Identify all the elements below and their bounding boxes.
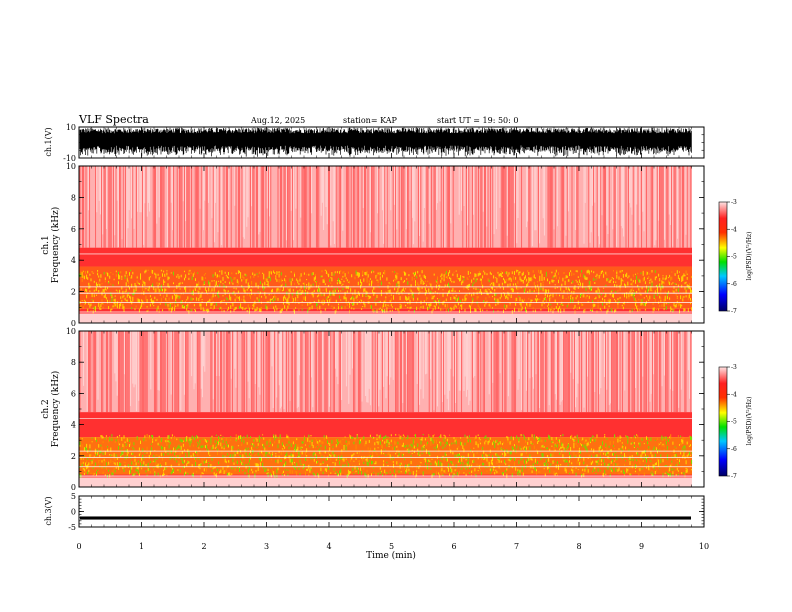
x-tick-label-3: 3 (264, 542, 269, 551)
cb2-tick-label: -4 (731, 391, 737, 398)
cb1-tick-label: -5 (731, 254, 737, 261)
cb2-tick-label: -3 (731, 364, 737, 371)
ch3-wave-ytick-label: 0 (71, 508, 76, 517)
x-tick-label-6: 6 (451, 542, 456, 551)
ch1-colorbar-label: log(PSD)(V²/Hz) (746, 232, 753, 281)
ch1-spectrogram-panel: 0 2 4 6 8 10 (66, 162, 705, 328)
time-axis: 0 1 2 3 4 5 6 7 8 9 10 (76, 542, 709, 551)
p2-ytick-label: 2 (71, 288, 76, 297)
x-tick-label-5: 5 (389, 542, 394, 551)
p3-ytick-label: 10 (66, 327, 76, 336)
ch1-waveform-panel: 10 -10 (63, 123, 705, 163)
x-tick-label-1: 1 (139, 542, 144, 551)
p3-ytick-label: 6 (71, 389, 76, 398)
cb2-tick-label: -7 (731, 473, 737, 480)
ch1-label: ch.1 (41, 235, 51, 254)
station-label: station= KAP (343, 116, 398, 125)
p3-low-strip (79, 477, 692, 487)
x-tick-label-10: 10 (699, 542, 709, 551)
cb1-gradient (718, 201, 728, 312)
p2-low-strip (79, 313, 692, 323)
ch1-wave-ytick-label: -10 (63, 154, 76, 163)
p2-ytick-label: 10 (66, 162, 76, 171)
ch3-wave-ytick-label: -5 (68, 523, 76, 532)
cb1-tick-label: -7 (731, 308, 737, 315)
start-time-label: start UT = 19: 50: 0 (437, 116, 518, 125)
x-tick-label-9: 9 (639, 542, 644, 551)
x-tick-label-4: 4 (326, 542, 331, 551)
ch3-waveform-panel: 5 0 -5 (68, 492, 705, 532)
p3-streaks-red (79, 331, 692, 413)
cb2-tick-label: -6 (731, 446, 737, 453)
p2-band-2 (79, 308, 692, 314)
cb1-tick-label: -6 (731, 281, 737, 288)
ch3-wave-ytick-label: 5 (71, 492, 76, 501)
ch1-wave-ytick-label: 10 (66, 123, 76, 132)
p3-ytick-label: 2 (71, 452, 76, 461)
ch2-colorbar-label: log(PSD)(V²/Hz) (746, 397, 753, 446)
p2-ytick-label: 8 (71, 193, 76, 202)
x-tick-label-7: 7 (514, 542, 519, 551)
cb1-tick-label: -4 (731, 226, 737, 233)
ch2-frequency-label: Frequency (kHz) (50, 371, 61, 448)
ch3-waveform-trace (80, 516, 691, 520)
ch1-waveform-trace (79, 127, 692, 157)
p2-ytick-label: 6 (71, 225, 76, 234)
p2-band-0 (79, 247, 692, 267)
x-tick-label-8: 8 (576, 542, 581, 551)
p2-ytick-label: 4 (71, 256, 76, 265)
p3-ytick-label: 8 (71, 358, 76, 367)
x-axis-label: Time (min) (366, 550, 416, 561)
p3-ytick-label: 0 (71, 483, 76, 492)
cb2-tick-label: -5 (731, 419, 737, 426)
p3-streaks-light (83, 331, 691, 412)
p3-ytick-label: 4 (71, 421, 76, 430)
p2-streaks-red (79, 166, 692, 248)
p2-streaks-light (87, 166, 687, 248)
chart-title: VLF Spectra (78, 113, 149, 126)
ch1-voltage-label: ch.1(V) (44, 127, 53, 156)
cb2-gradient (718, 366, 728, 477)
date-label: Aug.12, 2025 (250, 116, 305, 125)
ch2-spectrogram-panel: 0 2 4 6 8 10 (66, 327, 705, 492)
ch2-colorbar: -3 -4 -5 -6 -7 (718, 364, 737, 480)
p2-ytick-label: 0 (71, 319, 76, 328)
cb1-tick-label: -3 (731, 199, 737, 206)
ch1-colorbar: -3 -4 -5 -6 -7 (718, 199, 737, 315)
p3-band-1 (79, 437, 692, 475)
x-tick-label-2: 2 (201, 542, 206, 551)
p3-band-0 (79, 412, 692, 438)
x-tick-label-0: 0 (76, 542, 81, 551)
ch3-voltage-label: ch.3(V) (44, 496, 53, 525)
ch2-label: ch.2 (41, 399, 51, 418)
ch1-frequency-label: Frequency (kHz) (50, 207, 61, 284)
